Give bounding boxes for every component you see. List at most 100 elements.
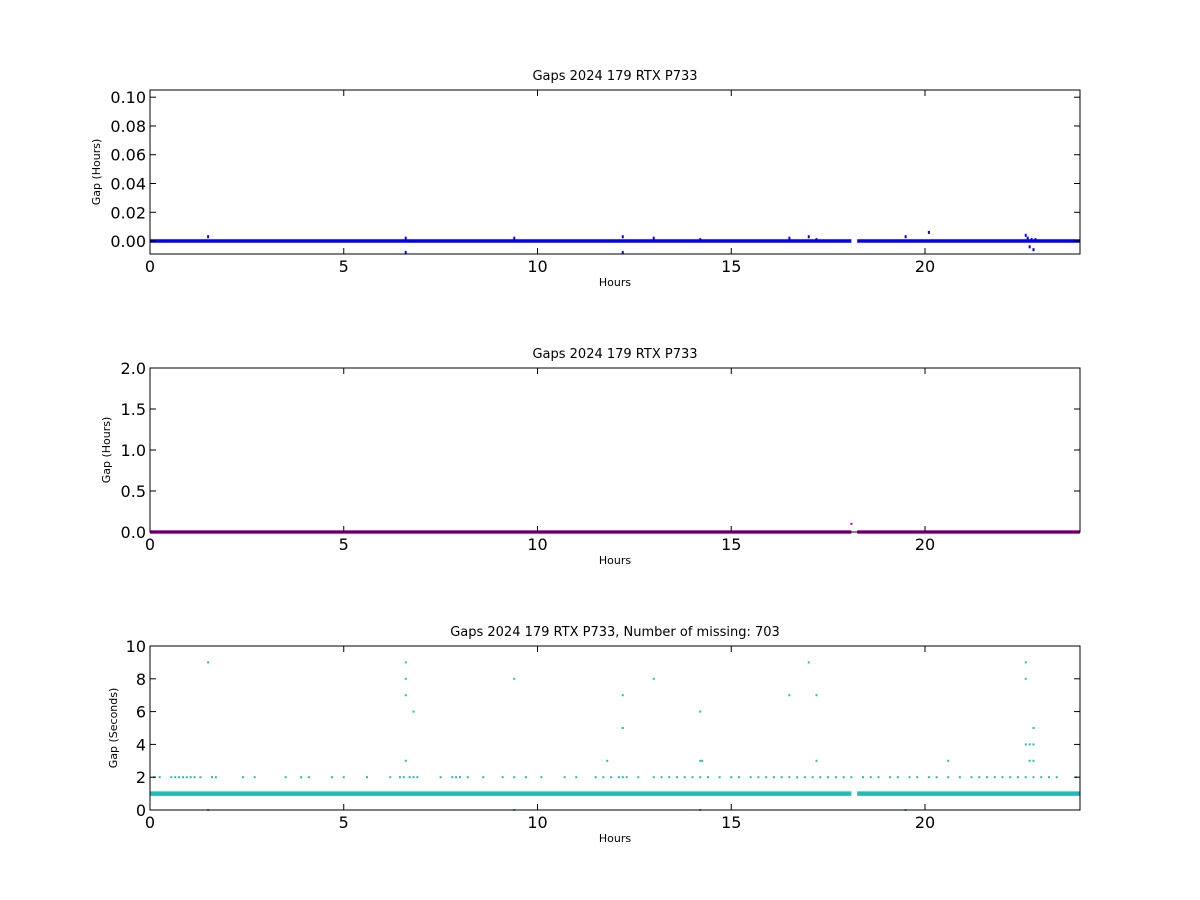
panel-3-data-point xyxy=(947,759,950,762)
panel-3-data-point xyxy=(738,776,740,779)
panel-3-data-point xyxy=(253,776,256,779)
panel-3-data-point xyxy=(174,776,177,779)
panel-1-data-point xyxy=(927,230,930,234)
panel-3-data-point xyxy=(889,776,892,779)
panel-3-data-point xyxy=(815,759,818,762)
panel-3-data-point xyxy=(660,776,663,779)
panel-1-title: Gaps 2024 179 RTX P733 xyxy=(532,69,697,84)
panel-3-data-point xyxy=(459,776,461,779)
panel-3-x-tick-label: 15 xyxy=(721,813,741,832)
panel-3-data-point xyxy=(524,776,527,779)
panel-1-data-point xyxy=(1024,233,1027,237)
panel-3-data-point xyxy=(178,776,181,779)
panel-3-data-point xyxy=(625,776,628,779)
panel-3-data-point xyxy=(819,776,822,779)
panel-3-data-point xyxy=(621,776,624,779)
panel-1-data-point xyxy=(513,236,516,240)
panel-3-data-point xyxy=(366,776,368,779)
panel-3-data-point xyxy=(398,776,401,779)
panel-1: Gaps 2024 179 RTX P733 Hours Gap (Hours)… xyxy=(90,69,1081,289)
panel-2-y-tick-label: 0.5 xyxy=(121,482,146,501)
panel-3-data-point xyxy=(842,776,845,779)
panel-3-data-point xyxy=(193,776,196,779)
panel-1-y-tick-label: 0.04 xyxy=(110,175,146,194)
panel-3-data-point xyxy=(482,776,485,779)
panel-3-x-tick-label: 10 xyxy=(527,813,547,832)
panel-1-data-point xyxy=(412,239,415,243)
panel-3-data-point xyxy=(978,776,981,779)
panel-1-data-point xyxy=(652,236,655,240)
panel-2-x-tick-label: 20 xyxy=(915,535,935,554)
panel-3-data-point xyxy=(652,677,655,680)
panel-3-data-point xyxy=(699,710,702,713)
panel-3-data-point xyxy=(621,727,624,729)
panel-3-y-tick-label: 0 xyxy=(136,801,146,820)
panel-3-data-point xyxy=(701,759,704,762)
panel-3-data-point xyxy=(803,776,806,779)
panel-1-y-tick-label: 0.02 xyxy=(110,203,146,222)
panel-3-data-point xyxy=(850,776,853,779)
panel-3-data-point xyxy=(652,776,655,779)
panel-3-data-point xyxy=(575,776,578,779)
panel-3-data-point xyxy=(412,710,415,713)
panel-3-data-point xyxy=(958,776,961,779)
panel-3-data-point xyxy=(1028,743,1031,746)
panel-3-data-point xyxy=(1001,776,1004,779)
panel-2-y-tick-label: 1.5 xyxy=(121,400,146,419)
panel-3-axes-frame xyxy=(149,645,1081,811)
panel-3-data-point xyxy=(1024,677,1027,680)
panel-3-data-point xyxy=(211,776,213,779)
panel-3-data-point xyxy=(807,661,810,664)
panel-1-data-point xyxy=(807,235,810,239)
panel-3-data-point xyxy=(699,776,702,779)
panel-2-x-tick-label: 15 xyxy=(721,535,741,554)
panel-1-xlabel: Hours xyxy=(599,276,631,289)
panel-3-data-point xyxy=(1032,727,1035,729)
panel-1-data-point xyxy=(788,236,791,240)
panel-3-data-point xyxy=(970,776,973,779)
panel-1-data-point xyxy=(1034,238,1037,242)
panel-1-data-point xyxy=(621,251,624,255)
panel-3-data-point xyxy=(412,776,415,779)
panel-3-data-point xyxy=(404,661,407,664)
panel-1-data-point xyxy=(404,251,407,255)
panel-2-y-tick-label: 0.0 xyxy=(121,523,146,542)
panel-2-x-tick-label: 5 xyxy=(339,535,349,554)
panel-1-data-point xyxy=(1026,236,1029,240)
panel-3-data-point xyxy=(389,776,392,779)
panel-3-data-point xyxy=(908,776,911,779)
panel-3-data-point xyxy=(402,776,405,779)
panel-1-x-tick-label: 15 xyxy=(721,257,741,276)
panel-3-data-point xyxy=(610,776,613,779)
panel-3-data-point xyxy=(331,776,334,779)
panel-3-data-point xyxy=(455,776,458,779)
panel-3-data-point xyxy=(1032,759,1035,762)
panel-3-data-point xyxy=(404,677,407,680)
panel-3-data-point xyxy=(606,759,609,762)
panel-3-data-point xyxy=(749,776,752,779)
panel-3-data-point xyxy=(788,694,791,697)
panel-1-data-point xyxy=(815,238,818,242)
panel-3: Gaps 2024 179 RTX P733, Number of missin… xyxy=(107,625,1081,845)
panel-3-data-point xyxy=(1024,743,1027,746)
panel-3-data-point xyxy=(189,776,192,779)
panel-3-data-point xyxy=(862,776,864,779)
panel-3-data-point xyxy=(834,776,837,779)
panel-3-data-point xyxy=(404,759,407,762)
panel-3-data-point xyxy=(1032,776,1035,779)
panel-2-title: Gaps 2024 179 RTX P733 xyxy=(532,347,697,362)
panel-1-x-tick-label: 20 xyxy=(915,257,935,276)
panel-3-data-point xyxy=(683,776,686,779)
panel-3-data-point xyxy=(207,661,210,664)
panel-2-axes-frame xyxy=(149,367,1081,533)
panel-3-data-point xyxy=(637,776,640,779)
panel-3-xlabel: Hours xyxy=(599,832,631,845)
panel-3-data-point xyxy=(1024,776,1027,779)
panel-3-y-tick-label: 6 xyxy=(136,703,146,722)
panel-3-x-tick-label: 20 xyxy=(915,813,935,832)
panel-1-x-tick-label: 5 xyxy=(339,257,349,276)
panel-1-x-tick-label: 10 xyxy=(527,257,547,276)
panel-1-data-point xyxy=(1028,245,1031,249)
panel-1-ylabel: Gap (Hours) xyxy=(90,139,103,206)
panel-3-data-point xyxy=(416,776,419,779)
